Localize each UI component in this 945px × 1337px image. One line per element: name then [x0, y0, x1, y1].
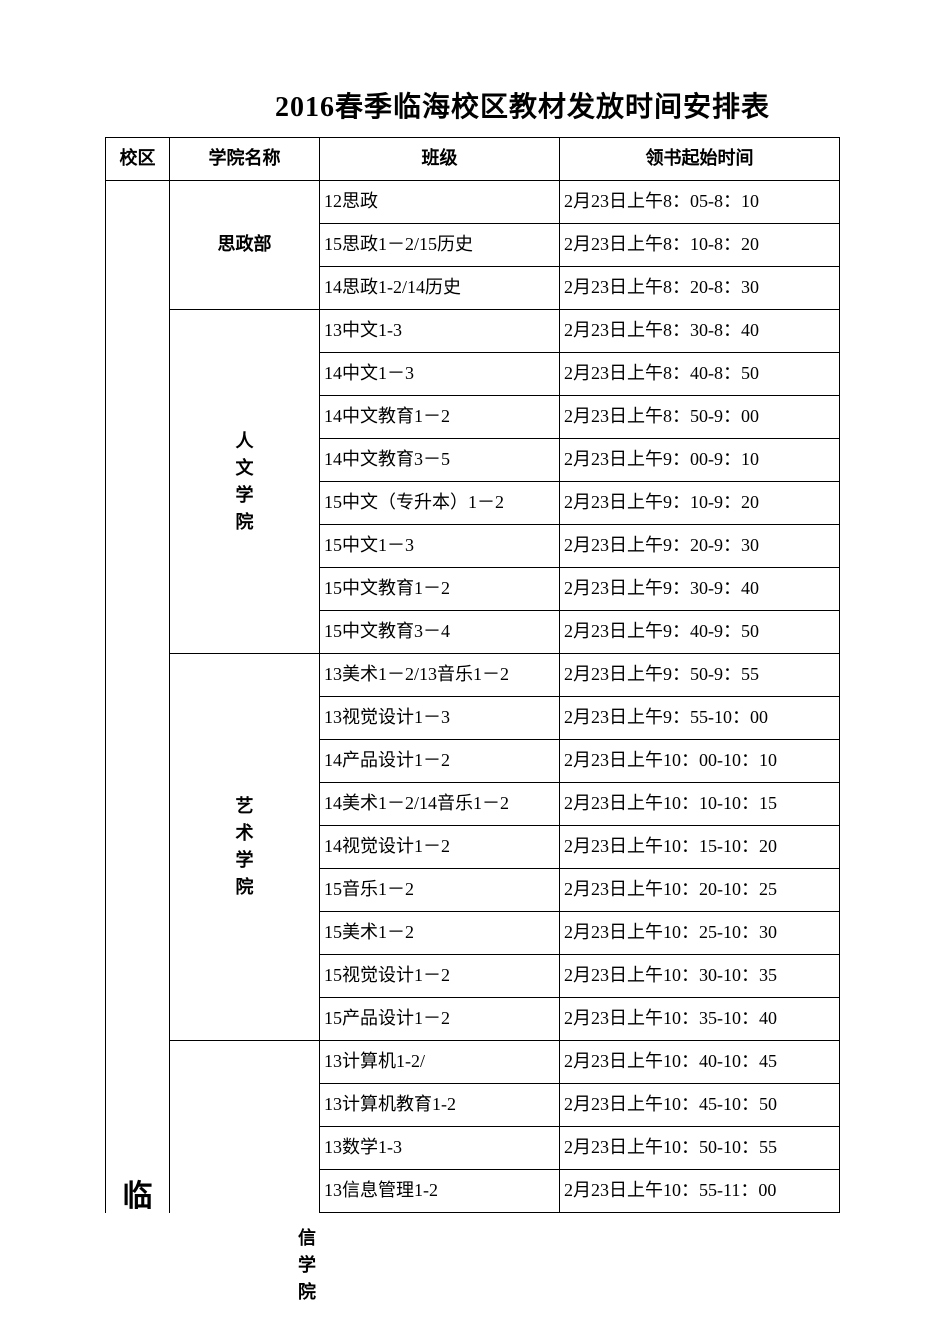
class-cell: 13中文1-3 — [320, 310, 560, 353]
class-cell: 13美术1－2/13音乐1－2 — [320, 654, 560, 697]
time-cell: 2月23日上午10：10-10：15 — [560, 783, 840, 826]
time-cell: 2月23日上午10：25-10：30 — [560, 912, 840, 955]
col-class: 班级 — [320, 138, 560, 181]
class-cell: 15中文教育3－4 — [320, 611, 560, 654]
col-time: 领书起始时间 — [560, 138, 840, 181]
class-cell: 13信息管理1-2 — [320, 1170, 560, 1213]
time-cell: 2月23日上午8：50-9：00 — [560, 396, 840, 439]
time-cell: 2月23日上午8：20-8：30 — [560, 267, 840, 310]
class-cell: 15中文1－3 — [320, 525, 560, 568]
class-cell: 15美术1－2 — [320, 912, 560, 955]
time-cell: 2月23日上午8：40-8：50 — [560, 353, 840, 396]
class-cell: 12思政 — [320, 181, 560, 224]
time-cell: 2月23日上午10：30-10：35 — [560, 955, 840, 998]
col-campus: 校区 — [106, 138, 170, 181]
class-cell: 15中文（专升本）1－2 — [320, 482, 560, 525]
campus-cell: 临 — [106, 181, 170, 1213]
class-cell: 14美术1－2/14音乐1－2 — [320, 783, 560, 826]
time-cell: 2月23日上午9：10-9：20 — [560, 482, 840, 525]
time-cell: 2月23日上午10：35-10：40 — [560, 998, 840, 1041]
page-title: 2016春季临海校区教材发放时间安排表 — [205, 85, 840, 125]
table-row: 艺术学院13美术1－2/13音乐1－22月23日上午9：50-9：55 — [106, 654, 840, 697]
class-cell: 15产品设计1－2 — [320, 998, 560, 1041]
dept-cell: 思政部 — [170, 181, 320, 310]
footer-dept-label: 信 学 院 — [298, 1225, 316, 1306]
time-cell: 2月23日上午10：50-10：55 — [560, 1127, 840, 1170]
time-cell: 2月23日上午9：55-10：00 — [560, 697, 840, 740]
time-cell: 2月23日上午9：20-9：30 — [560, 525, 840, 568]
time-cell: 2月23日上午10：00-10：10 — [560, 740, 840, 783]
table-row: 人文学院13中文1-32月23日上午8：30-8：40 — [106, 310, 840, 353]
time-cell: 2月23日上午10：40-10：45 — [560, 1041, 840, 1084]
time-cell: 2月23日上午10：45-10：50 — [560, 1084, 840, 1127]
class-cell: 14产品设计1－2 — [320, 740, 560, 783]
class-cell: 14中文教育3－5 — [320, 439, 560, 482]
class-cell: 13视觉设计1－3 — [320, 697, 560, 740]
class-cell: 14思政1-2/14历史 — [320, 267, 560, 310]
class-cell: 15中文教育1－2 — [320, 568, 560, 611]
class-cell: 14中文教育1－2 — [320, 396, 560, 439]
class-cell: 15视觉设计1－2 — [320, 955, 560, 998]
time-cell: 2月23日上午9：30-9：40 — [560, 568, 840, 611]
time-cell: 2月23日上午10：20-10：25 — [560, 869, 840, 912]
class-cell: 14视觉设计1－2 — [320, 826, 560, 869]
dept-cell — [170, 1041, 320, 1213]
table-row: 临思政部12思政2月23日上午8：05-8：10 — [106, 181, 840, 224]
time-cell: 2月23日上午9：50-9：55 — [560, 654, 840, 697]
class-cell: 13计算机1-2/ — [320, 1041, 560, 1084]
class-cell: 13计算机教育1-2 — [320, 1084, 560, 1127]
class-cell: 15音乐1－2 — [320, 869, 560, 912]
table-row: 13计算机1-2/2月23日上午10：40-10：45 — [106, 1041, 840, 1084]
time-cell: 2月23日上午10：55-11：00 — [560, 1170, 840, 1213]
class-cell: 13数学1-3 — [320, 1127, 560, 1170]
schedule-table: 校区 学院名称 班级 领书起始时间 临思政部12思政2月23日上午8：05-8：… — [105, 137, 840, 1213]
col-dept: 学院名称 — [170, 138, 320, 181]
time-cell: 2月23日上午8：30-8：40 — [560, 310, 840, 353]
class-cell: 15思政1－2/15历史 — [320, 224, 560, 267]
time-cell: 2月23日上午8：10-8：20 — [560, 224, 840, 267]
dept-cell: 艺术学院 — [170, 654, 320, 1041]
time-cell: 2月23日上午8：05-8：10 — [560, 181, 840, 224]
table-header-row: 校区 学院名称 班级 领书起始时间 — [106, 138, 840, 181]
time-cell: 2月23日上午9：40-9：50 — [560, 611, 840, 654]
dept-cell: 人文学院 — [170, 310, 320, 654]
class-cell: 14中文1－3 — [320, 353, 560, 396]
time-cell: 2月23日上午10：15-10：20 — [560, 826, 840, 869]
time-cell: 2月23日上午9：00-9：10 — [560, 439, 840, 482]
